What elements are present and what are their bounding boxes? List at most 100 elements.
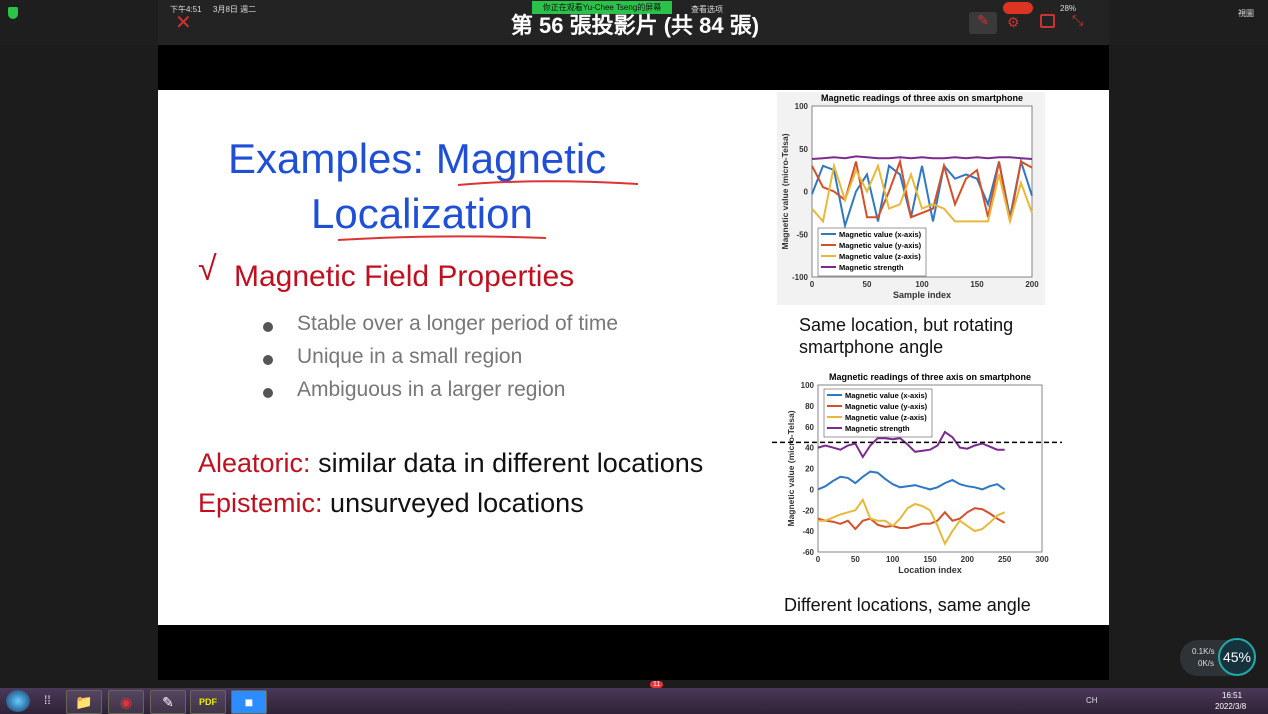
y-tick-label: -100: [792, 273, 809, 282]
letterbox-bottom: [158, 625, 1109, 680]
y-axis-label: Magnetic value (micro-Telsa): [780, 133, 790, 249]
upload-speed: 0.1K/s: [1192, 647, 1215, 656]
x-axis-label: Sample index: [893, 290, 951, 300]
x-tick-label: 50: [863, 280, 872, 289]
shield-icon: [8, 7, 18, 19]
y-tick-label: 40: [805, 444, 814, 453]
letterbox-top: [158, 45, 1109, 90]
apps-grid-icon[interactable]: ⁞⁞: [44, 693, 51, 707]
chat-badge: 11: [650, 681, 664, 688]
epistemic-line: Epistemic: unsurveyed locations: [198, 488, 584, 519]
y-tick-label: -20: [802, 506, 814, 515]
status-time: 下午4:51: [170, 5, 202, 14]
screen-share-notice: 你正在观看Yu-Chee Tseng的屏幕: [532, 1, 672, 14]
battery-level: 28%: [1060, 4, 1077, 13]
window-icon[interactable]: [1040, 14, 1055, 28]
y-tick-label: -60: [802, 548, 814, 557]
view-options-menu[interactable]: 查看选项: [691, 5, 723, 14]
view-button[interactable]: 視圖: [1238, 9, 1254, 18]
y-tick-label: 100: [795, 102, 809, 111]
series-line-magnetic-strength: [817, 430, 1005, 459]
bullet-dot: [263, 355, 273, 365]
legend-label: Magnetic strength: [845, 424, 910, 433]
legend-label: Magnetic value (y-axis): [839, 241, 922, 250]
ime-indicator[interactable]: CH: [1086, 696, 1098, 705]
series-line-magnetic-strength: [811, 155, 1033, 160]
chart2-caption: Different locations, same angle: [784, 595, 1031, 615]
x-tick-label: 150: [923, 555, 937, 564]
slide-title-line2: Localization: [311, 190, 533, 237]
epistemic-label: Epistemic:: [198, 488, 323, 518]
y-tick-label: -40: [802, 527, 814, 536]
bullet-dot: [263, 388, 273, 398]
x-tick-label: 150: [970, 280, 984, 289]
annotate-icon[interactable]: ⚙: [1007, 14, 1020, 30]
file-explorer-icon[interactable]: 📁: [66, 690, 102, 714]
record-icon[interactable]: [1003, 2, 1033, 14]
chart-title: Magnetic readings of three axis on smart…: [829, 372, 1031, 382]
y-tick-label: 20: [805, 465, 814, 474]
start-button[interactable]: [6, 690, 30, 712]
legend-label: Magnetic value (x-axis): [839, 230, 922, 239]
x-tick-label: 50: [851, 555, 860, 564]
legend-label: Magnetic value (y-axis): [845, 402, 928, 411]
clock-date[interactable]: 2022/3/8: [1215, 702, 1247, 711]
slide-counter-title: 第 56 張投影片 (共 84 張): [510, 13, 760, 38]
aleatoric-text: similar data in different locations: [310, 448, 704, 478]
y-tick-label: -50: [796, 230, 808, 239]
slide-title-line1: Examples: Magnetic: [228, 135, 606, 183]
legend-label: Magnetic value (x-axis): [845, 391, 928, 400]
y-tick-label: 60: [805, 423, 814, 432]
pdf-icon[interactable]: PDF: [190, 690, 226, 714]
bullet-dot: [263, 322, 273, 332]
chart-different-locations: Magnetic readings of three axis on smart…: [772, 372, 1062, 575]
x-tick-label: 300: [1035, 555, 1049, 564]
aleatoric-line: Aleatoric: similar data in different loc…: [198, 448, 703, 479]
bullet-item: Ambiguous in a larger region: [297, 378, 566, 401]
zoom-icon[interactable]: ■: [231, 690, 267, 714]
cpu-gauge[interactable]: 45%: [1218, 638, 1256, 676]
y-tick-label: 0: [804, 188, 809, 197]
y-axis-label: Magnetic value (micro-Telsa): [786, 410, 796, 526]
legend-label: Magnetic value (z-axis): [845, 413, 927, 422]
chart-same-location: Magnetic readings of three axis on smart…: [777, 92, 1045, 305]
y-tick-label: 100: [801, 381, 815, 390]
exit-fullscreen-icon[interactable]: ⤡: [1072, 12, 1084, 28]
series-line-magnetic-value-z-axis-: [818, 497, 1006, 546]
series-line-magnetic-value-x-axis-: [817, 470, 1006, 491]
bullet-item: Unique in a small region: [297, 345, 523, 368]
chrome-icon[interactable]: ◉: [108, 690, 144, 714]
title-prefix: Examples:: [228, 135, 436, 182]
x-tick-label: 100: [915, 280, 929, 289]
y-tick-label: 80: [805, 402, 814, 411]
bullet-item: Stable over a longer period of time: [297, 312, 619, 335]
taskbar: ⁞⁞ 📁 ◉ ✎ PDF ■ 11 CH 16:51 2022/3/8: [0, 681, 1268, 714]
x-tick-label: 250: [998, 555, 1012, 564]
close-icon[interactable]: ✕: [175, 12, 192, 34]
x-tick-label: 0: [816, 555, 821, 564]
aleatoric-label: Aleatoric:: [198, 448, 311, 478]
x-axis-label: Location index: [898, 565, 962, 575]
y-tick-label: 50: [799, 145, 808, 154]
clock-time[interactable]: 16:51: [1222, 691, 1243, 700]
section-heading: Magnetic Field Properties: [234, 260, 575, 293]
handwritten-underlines: [337, 180, 639, 241]
pen-app-icon[interactable]: ✎: [150, 690, 186, 714]
series-line-magnetic-value-z-axis-: [811, 161, 1033, 226]
status-date: 3月8日 週二: [213, 5, 257, 14]
chart1-caption: Same location, but rotating smartphone a…: [799, 315, 1014, 357]
legend-label: Magnetic value (z-axis): [839, 252, 921, 261]
x-tick-label: 100: [886, 555, 900, 564]
x-tick-label: 0: [810, 280, 815, 289]
pen-icon[interactable]: ✎: [969, 12, 997, 34]
check-mark: √: [198, 250, 217, 288]
title-magnetic: Magnetic: [435, 135, 607, 182]
x-tick-label: 200: [1025, 280, 1039, 289]
epistemic-text: unsurveyed locations: [322, 488, 584, 518]
chart-title: Magnetic readings of three axis on smart…: [821, 93, 1023, 103]
y-tick-label: 0: [810, 485, 815, 494]
download-speed: 0K/s: [1198, 659, 1215, 668]
series-line-magnetic-value-y-axis-: [817, 507, 1006, 531]
x-tick-label: 200: [961, 555, 975, 564]
legend-label: Magnetic strength: [839, 263, 904, 272]
